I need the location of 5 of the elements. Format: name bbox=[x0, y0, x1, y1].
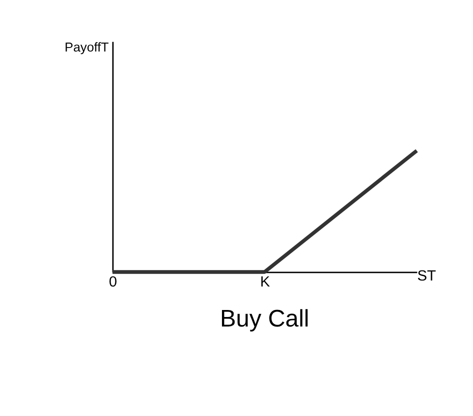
text: PayoffT bbox=[64, 40, 109, 55]
x-tick-label: K bbox=[260, 274, 270, 290]
text: Buy Call bbox=[220, 305, 310, 332]
x-axis-title: ST bbox=[417, 268, 436, 285]
x-tick-label: 0 bbox=[108, 274, 118, 290]
